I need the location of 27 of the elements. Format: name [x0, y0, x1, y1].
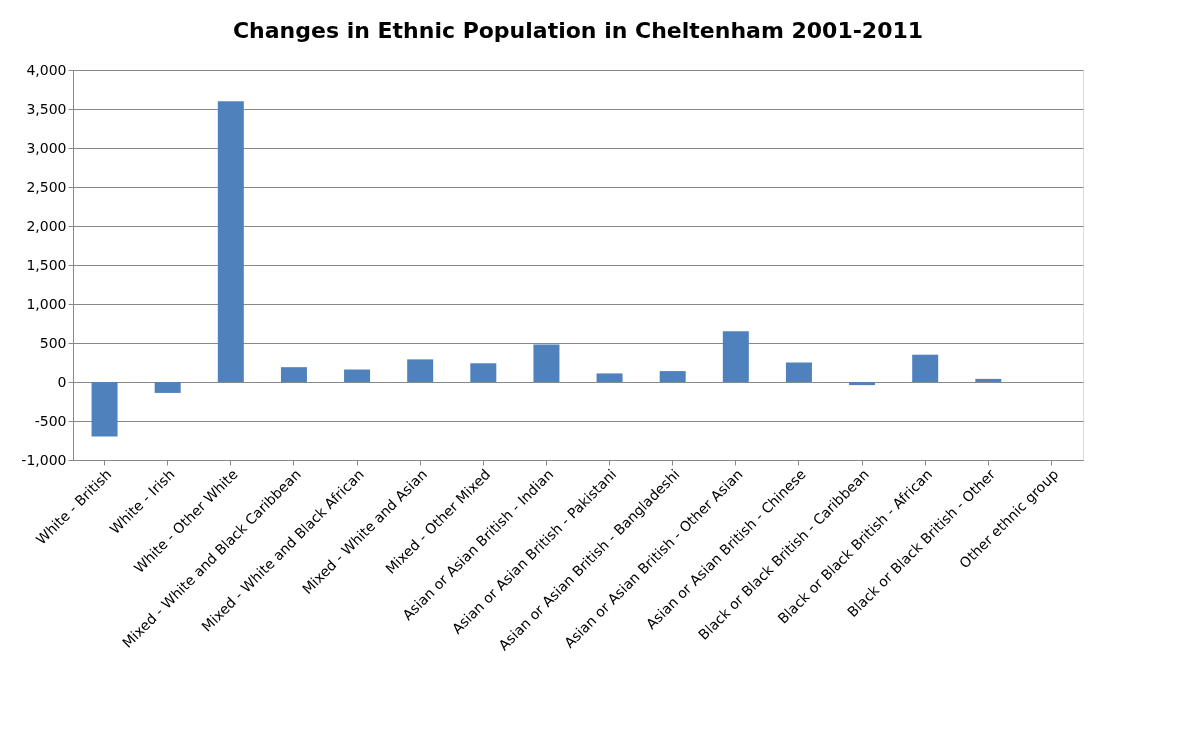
y-tick-label: 2,000 [26, 217, 67, 234]
chart-title: Changes in Ethnic Population in Cheltenham 2001-2011 [232, 18, 924, 43]
bar [596, 373, 623, 382]
y-tick-label: 3,000 [26, 139, 67, 156]
y-tick-label: 3,500 [26, 100, 67, 117]
y-tick-label: -500 [34, 412, 67, 429]
y-tick-label: 1,000 [26, 295, 67, 312]
bar [344, 369, 371, 382]
bar [722, 331, 749, 382]
bar [217, 101, 244, 382]
bar [407, 359, 434, 382]
bar [154, 382, 181, 393]
y-tick-label: -1,000 [21, 451, 67, 468]
y-tick-label: 0 [57, 373, 67, 390]
bar [912, 354, 939, 382]
bar [659, 371, 686, 382]
y-tick-label: 1,500 [26, 256, 67, 273]
bar [470, 363, 497, 382]
bar [785, 362, 812, 382]
bar [280, 367, 307, 382]
bar [849, 382, 876, 386]
y-tick-label: 4,000 [26, 61, 67, 78]
bar [975, 378, 1002, 382]
bar [533, 344, 560, 382]
y-tick-label: 500 [39, 334, 67, 351]
bar [91, 382, 118, 437]
y-tick-label: 2,500 [26, 178, 67, 195]
